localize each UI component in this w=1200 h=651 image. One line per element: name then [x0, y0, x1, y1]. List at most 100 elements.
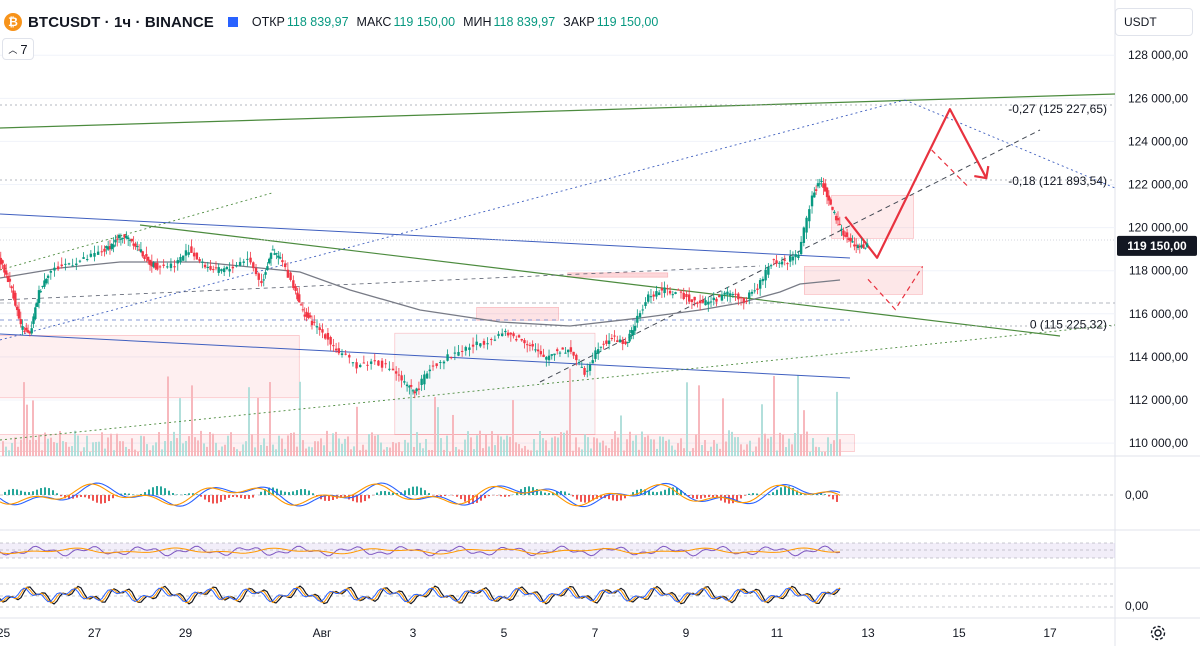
candle-body[interactable] [748, 292, 750, 298]
candle-body[interactable] [279, 257, 281, 258]
candle-body[interactable] [341, 353, 343, 355]
candle-body[interactable] [553, 354, 555, 355]
candle-body[interactable] [156, 263, 158, 270]
candle-body[interactable] [583, 368, 585, 375]
candle-body[interactable] [729, 293, 731, 295]
candle-body[interactable] [820, 181, 822, 182]
candle-body[interactable] [663, 288, 665, 294]
candle-body[interactable] [204, 265, 206, 267]
currency-button[interactable]: USDT [1115, 8, 1193, 36]
candle-body[interactable] [359, 365, 361, 367]
candle-body[interactable] [669, 291, 671, 294]
candle-body[interactable] [542, 355, 544, 357]
candle-body[interactable] [5, 270, 7, 274]
candle-body[interactable] [718, 295, 720, 297]
candle-body[interactable] [545, 357, 547, 360]
candle-body[interactable] [784, 259, 786, 260]
candle-body[interactable] [14, 293, 16, 306]
candle-body[interactable] [45, 279, 47, 283]
candle-body[interactable] [483, 341, 485, 345]
candle-body[interactable] [415, 389, 417, 392]
candle-body[interactable] [683, 293, 685, 299]
candle-body[interactable] [732, 294, 734, 295]
candle-body[interactable] [332, 345, 334, 346]
candle-body[interactable] [53, 268, 55, 271]
candle-body[interactable] [127, 237, 129, 239]
candle-body[interactable] [400, 375, 402, 380]
flag-icon[interactable] [228, 17, 238, 27]
candle-body[interactable] [173, 266, 175, 267]
candle-body[interactable] [292, 280, 294, 288]
candle-body[interactable] [71, 265, 73, 266]
gear-icon[interactable] [1149, 624, 1167, 642]
candle-body[interactable] [811, 196, 813, 207]
candle-body[interactable] [182, 256, 184, 261]
candle-body[interactable] [193, 253, 195, 257]
candle-body[interactable] [688, 294, 690, 301]
candle-body[interactable] [36, 303, 38, 307]
candle-body[interactable] [589, 365, 591, 371]
candle-body[interactable] [666, 288, 668, 289]
candle-body[interactable] [457, 352, 459, 356]
candle-body[interactable] [767, 267, 769, 275]
candle-body[interactable] [212, 269, 214, 270]
candle-body[interactable] [226, 267, 228, 269]
candle-body[interactable] [374, 360, 376, 361]
indicators-toggle-button[interactable]: ︿ 7 [2, 38, 34, 60]
candle-body[interactable] [512, 333, 514, 336]
candle-body[interactable] [644, 302, 646, 306]
candle-body[interactable] [385, 363, 387, 364]
candle-body[interactable] [93, 253, 95, 257]
candle-body[interactable] [116, 239, 118, 240]
candle-body[interactable] [655, 291, 657, 296]
candle-body[interactable] [47, 276, 49, 278]
candle-body[interactable] [800, 242, 802, 254]
candle-body[interactable] [602, 344, 604, 345]
symbol-title[interactable]: BTCUSDT · 1ч · BINANCE [28, 14, 214, 31]
candle-body[interactable] [446, 354, 448, 360]
candle-body[interactable] [634, 326, 636, 331]
candle-body[interactable] [754, 290, 756, 291]
candle-body[interactable] [329, 337, 331, 345]
candle-body[interactable] [321, 329, 323, 332]
candle-body[interactable] [529, 345, 531, 346]
candle-body[interactable] [605, 340, 607, 343]
candle-body[interactable] [162, 265, 164, 266]
candle-body[interactable] [398, 375, 400, 376]
candle-body[interactable] [636, 316, 638, 323]
candle-body[interactable] [159, 266, 161, 267]
candle-body[interactable] [223, 268, 225, 272]
zone-rect[interactable] [568, 273, 668, 277]
candle-body[interactable] [819, 183, 821, 184]
candle-body[interactable] [476, 342, 478, 345]
candle-body[interactable] [762, 279, 764, 281]
candle-body[interactable] [313, 322, 315, 323]
candle-body[interactable] [570, 347, 572, 352]
candle-body[interactable] [392, 369, 394, 371]
candle-body[interactable] [432, 366, 434, 367]
candle-body[interactable] [395, 371, 397, 373]
candle-body[interactable] [264, 272, 266, 275]
candle-body[interactable] [61, 265, 63, 267]
candle-body[interactable] [468, 347, 470, 349]
candle-body[interactable] [64, 264, 66, 265]
fib-level-label[interactable]: -0,27 (125 227,65) [1008, 102, 1107, 116]
candle-body[interactable] [494, 340, 496, 341]
candle-body[interactable] [263, 279, 265, 280]
candle-body[interactable] [363, 363, 365, 364]
candle-body[interactable] [616, 340, 618, 342]
candle-body[interactable] [145, 254, 147, 256]
candle-body[interactable] [388, 369, 390, 370]
candle-body[interactable] [166, 266, 168, 267]
candle-body[interactable] [699, 301, 701, 304]
candle-body[interactable] [272, 249, 274, 250]
candle-body[interactable] [619, 340, 621, 343]
candle-body[interactable] [316, 326, 318, 327]
candle-body[interactable] [805, 218, 807, 233]
candle-body[interactable] [370, 361, 372, 363]
candle-body[interactable] [794, 254, 796, 257]
fib-level-label[interactable]: 0 (115 225,32) [1030, 317, 1107, 331]
candle-body[interactable] [781, 262, 783, 265]
candle-body[interactable] [507, 333, 509, 336]
candle-body[interactable] [740, 297, 742, 298]
